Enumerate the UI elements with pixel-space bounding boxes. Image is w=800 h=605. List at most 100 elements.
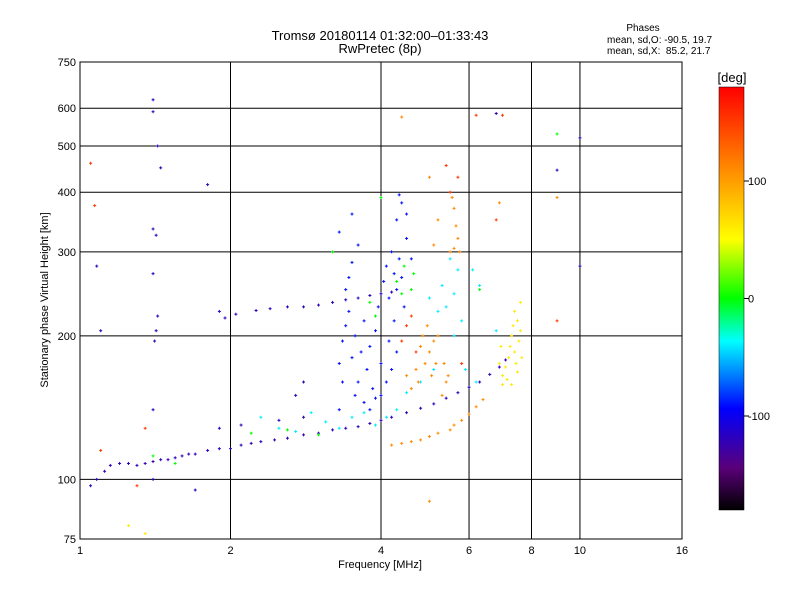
data-point-1-45 [337, 230, 341, 234]
y-axis-tick-labels: 75 100 200 300 400 500 600 750 [58, 57, 76, 546]
data-point-0-65 [153, 339, 157, 343]
data-point-5-16 [460, 361, 464, 365]
data-point-1-24 [344, 288, 348, 292]
data-point-0-70 [223, 316, 227, 320]
y-tick-label-4: 400 [58, 187, 76, 199]
data-point-3-20 [143, 532, 147, 536]
data-point-2-17 [456, 268, 460, 272]
data-point-3-19 [518, 300, 522, 304]
data-point-1-46 [409, 257, 413, 261]
data-point-0-18 [239, 443, 243, 447]
data-point-0-78 [578, 136, 582, 140]
data-point-4-19 [467, 412, 471, 416]
data-point-4-7 [434, 361, 438, 365]
data-point-5-2 [400, 339, 404, 343]
data-point-0-42 [277, 418, 281, 422]
data-point-1-40 [395, 218, 399, 222]
y-tick-label-2: 200 [58, 331, 76, 343]
data-point-0-55 [390, 290, 394, 294]
data-point-4-30 [454, 224, 458, 228]
data-point-2-7 [362, 411, 366, 415]
data-point-3-3 [508, 344, 512, 348]
data-point-0-7 [143, 461, 147, 465]
data-point-5-1 [405, 324, 409, 328]
data-point-1-19 [392, 272, 396, 276]
data-point-0-34 [444, 396, 448, 400]
data-point-0-0 [89, 484, 93, 488]
y-tick-label-3: 300 [58, 247, 76, 259]
data-point-1-30 [368, 408, 372, 412]
data-point-3-11 [501, 383, 505, 387]
phase-heading: Phases [626, 23, 659, 34]
data-point-0-38 [488, 372, 492, 376]
data-point-2-4 [324, 420, 328, 424]
data-point-5-9 [494, 218, 498, 222]
data-point-1-20 [395, 288, 399, 292]
data-point-0-58 [156, 144, 160, 148]
data-point-0-48 [302, 305, 306, 309]
x-axis-tick-labels: 1 2 4 6 8 10 16 [77, 545, 688, 557]
data-point-5-14 [143, 426, 147, 430]
plot-area [79, 61, 683, 540]
data-point-2-1 [277, 426, 281, 430]
data-point-0-29 [379, 418, 383, 422]
data-point-1-15 [382, 279, 386, 283]
data-point-0-77 [555, 168, 559, 172]
data-point-0-32 [419, 406, 423, 410]
data-point-4-31 [456, 236, 460, 240]
data-point-4-20 [474, 405, 478, 409]
data-point-1-36 [392, 319, 396, 323]
data-point-0-35 [456, 391, 460, 395]
chart-subtitle: RwPretec (8p) [338, 41, 421, 56]
data-point-0-13 [187, 452, 191, 456]
data-point-0-51 [344, 298, 348, 302]
data-point-6-1 [400, 292, 404, 296]
data-point-6-5 [368, 300, 372, 304]
data-point-1-7 [359, 350, 363, 354]
data-point-6-0 [395, 279, 399, 283]
data-point-5-13 [99, 448, 103, 452]
data-point-1-41 [400, 201, 404, 205]
data-point-0-57 [151, 110, 155, 114]
data-point-0-25 [331, 428, 335, 432]
data-point-0-20 [259, 440, 263, 444]
data-point-2-11 [405, 391, 409, 395]
data-point-0-27 [356, 425, 360, 429]
data-point-4-3 [425, 324, 429, 328]
data-point-4-42 [427, 499, 431, 503]
data-point-4-2 [423, 361, 427, 365]
data-point-0-75 [99, 329, 103, 333]
data-point-3-18 [513, 309, 517, 313]
data-point-6-3 [409, 288, 413, 292]
data-point-4-5 [430, 374, 434, 378]
data-point-4-8 [436, 334, 440, 338]
data-point-0-12 [180, 454, 184, 458]
y-tick-label-5: 500 [58, 141, 76, 153]
data-point-3-15 [499, 344, 503, 348]
phase-stats-o: mean, sd,O: -90.5, 19.7 [607, 35, 712, 46]
data-point-2-24 [478, 283, 482, 287]
data-point-2-2 [294, 430, 298, 434]
data-point-0-26 [344, 426, 348, 430]
data-point-1-33 [384, 380, 388, 384]
data-point-3-7 [514, 361, 518, 365]
colorbar-gradient [718, 86, 745, 511]
data-point-0-31 [405, 411, 409, 415]
data-point-2-3 [309, 411, 313, 415]
colorbar: [deg] -100 0 100 [718, 70, 770, 511]
data-point-1-23 [402, 305, 406, 309]
colorbar-tick-label-1: 0 [748, 294, 754, 306]
data-point-5-6 [456, 175, 460, 179]
data-point-0-59 [159, 166, 163, 170]
data-point-3-6 [513, 350, 517, 354]
data-point-2-20 [452, 334, 456, 338]
x-tick-label-3: 6 [466, 545, 472, 557]
data-point-0-67 [151, 477, 155, 481]
data-point-1-0 [337, 361, 341, 365]
data-point-1-12 [374, 329, 378, 333]
x-tick-label-1: 2 [227, 545, 233, 557]
data-point-3-9 [517, 339, 521, 343]
data-point-2-15 [448, 257, 452, 261]
data-point-3-12 [505, 377, 509, 381]
